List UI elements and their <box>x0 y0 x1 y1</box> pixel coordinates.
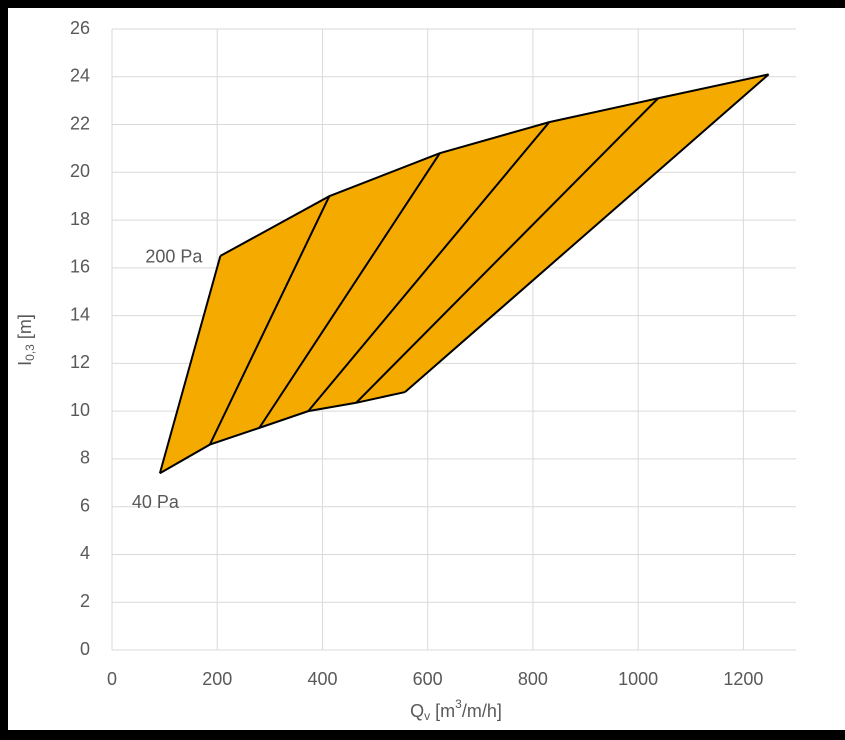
x-tick-label: 800 <box>518 669 548 689</box>
curve-line <box>219 73 769 257</box>
y-tick-label: 6 <box>80 495 90 515</box>
y-tick-label: 26 <box>70 18 90 38</box>
connector-line <box>355 97 659 404</box>
y-tick-label: 18 <box>70 209 90 229</box>
x-label-sup: 3 <box>455 697 462 711</box>
y-label-main: I <box>15 361 35 366</box>
y-tick-label: 14 <box>70 304 90 324</box>
y-axis-label: I0,3 [m] <box>15 314 37 366</box>
connector-line <box>208 195 331 446</box>
x-label-rest: /m/h] <box>462 701 502 721</box>
connector-line <box>158 255 222 474</box>
y-tick-label: 24 <box>70 66 90 86</box>
x-tick-label: 400 <box>307 669 337 689</box>
y-tick-label: 0 <box>80 639 90 659</box>
x-tick-label: 200 <box>202 669 232 689</box>
x-tick-label: 1000 <box>618 669 658 689</box>
x-label-sub: v <box>424 709 430 723</box>
x-tick-label: 1200 <box>723 669 763 689</box>
x-label-main: Q <box>410 701 424 721</box>
y-tick-label: 8 <box>80 448 90 468</box>
connector-line <box>404 73 770 393</box>
x-tick-label: 600 <box>413 669 443 689</box>
y-tick-label: 22 <box>70 113 90 133</box>
y-label-rest: [m] <box>15 314 35 344</box>
x-label-mid: [m <box>430 701 455 721</box>
curve-label: 200 Pa <box>145 247 203 267</box>
curve-line <box>159 391 406 475</box>
curve-label: 40 Pa <box>132 492 180 512</box>
y-tick-label: 20 <box>70 161 90 181</box>
y-tick-label: 16 <box>70 257 90 277</box>
y-label-sub: 0,3 <box>23 344 37 361</box>
y-tick-label: 2 <box>80 591 90 611</box>
connector-line <box>258 152 441 429</box>
y-tick-label: 12 <box>70 352 90 372</box>
connector-line <box>307 121 551 412</box>
x-axis-label: Qv [m3/m/h] <box>410 697 502 723</box>
band-area <box>159 74 769 474</box>
y-tick-label: 4 <box>80 543 90 563</box>
y-tick-label: 10 <box>70 400 90 420</box>
x-tick-label: 0 <box>107 669 117 689</box>
